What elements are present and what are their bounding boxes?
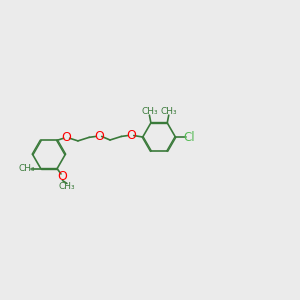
Text: CH₃: CH₃ <box>160 107 177 116</box>
Text: O: O <box>94 130 104 143</box>
Text: O: O <box>62 131 72 144</box>
Text: O: O <box>126 129 136 142</box>
Text: CH₃: CH₃ <box>19 164 35 173</box>
Text: CH₃: CH₃ <box>58 182 75 191</box>
Text: Cl: Cl <box>184 130 195 143</box>
Text: O: O <box>58 170 68 183</box>
Text: CH₃: CH₃ <box>141 107 158 116</box>
